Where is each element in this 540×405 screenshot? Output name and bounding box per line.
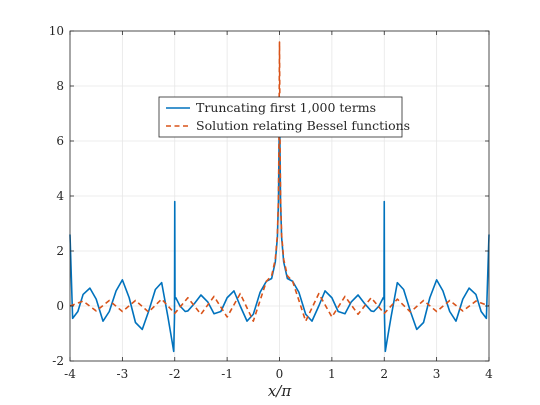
x-tick-label: -1 bbox=[221, 367, 233, 381]
x-tick-label: 3 bbox=[433, 367, 441, 381]
y-tick-label: 4 bbox=[56, 189, 64, 203]
legend-label-series-1: Truncating first 1,000 terms bbox=[196, 100, 376, 115]
legend-label-series-2: Solution relating Bessel functions bbox=[196, 118, 410, 133]
series-line-2 bbox=[69, 41, 490, 322]
y-tick-label: 2 bbox=[56, 244, 64, 258]
x-axis-label: x/π bbox=[268, 382, 293, 400]
x-tick-label: 1 bbox=[328, 367, 336, 381]
x-tick-label: 0 bbox=[276, 367, 284, 381]
x-tick-label: 2 bbox=[380, 367, 388, 381]
x-tick-label: 4 bbox=[485, 367, 493, 381]
y-tick-labels: -2 0 2 4 6 8 10 bbox=[49, 24, 65, 368]
y-tick-label: 6 bbox=[56, 134, 64, 148]
x-tick-labels: -4 -3 -2 -1 0 1 2 3 4 bbox=[64, 367, 493, 381]
x-tick-label: -3 bbox=[117, 367, 129, 381]
y-tick-label: 0 bbox=[56, 299, 64, 313]
legend-box bbox=[158, 96, 403, 138]
legend: Truncating first 1,000 terms Solution re… bbox=[158, 96, 410, 138]
x-tick-label: -2 bbox=[169, 367, 181, 381]
y-tick-label: 10 bbox=[49, 24, 64, 38]
x-tick-label: -4 bbox=[64, 367, 76, 381]
ticks bbox=[69, 30, 490, 362]
y-tick-label: -2 bbox=[52, 354, 64, 368]
y-tick-label: 8 bbox=[56, 79, 64, 93]
